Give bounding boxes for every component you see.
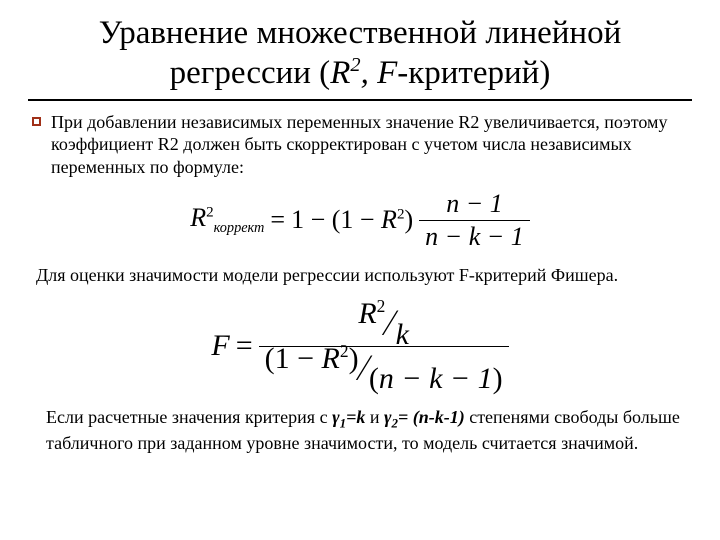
f2-num-k: k <box>394 319 409 351</box>
f2-num-top: R2 <box>358 297 387 330</box>
f2-num-R-sup: 2 <box>377 296 386 316</box>
f2-num: R2 ∕ k <box>352 304 415 343</box>
f2-num-slashfrac: R2 ∕ k <box>358 304 409 343</box>
f2-den-slashfrac: (1 − R2) ∕ (n − k − 1) <box>265 349 503 388</box>
f1-closep: ) <box>404 205 413 234</box>
title-tail: -критерий) <box>397 55 550 91</box>
f1-R2: R <box>381 205 397 234</box>
f1-eq: = <box>270 205 285 235</box>
paragraph-1-row: При добавлении независимых переменных зн… <box>32 111 692 179</box>
paragraph-2: Для оценки значимости модели регрессии и… <box>36 264 692 287</box>
slide-title: Уравнение множественной линейной регресс… <box>28 14 692 93</box>
p3-a: Если расчетные значения критерия с <box>46 407 332 427</box>
f2-num-R: R <box>358 297 376 330</box>
p3-eq2: = (n-k-1) <box>398 407 465 427</box>
f2-dr-open: ( <box>369 362 379 395</box>
f2-F: F <box>211 329 229 363</box>
f1-frac: n − 1 n − k − 1 <box>419 190 530 250</box>
paragraph-1: При добавлении независимых переменных зн… <box>51 111 692 179</box>
f1-R-sup: 2 <box>206 204 214 220</box>
slide: Уравнение множественной линейной регресс… <box>0 0 720 540</box>
f2-frac: R2 ∕ k (1 − R2) ∕ (n − k − 1) <box>259 304 509 388</box>
f1-R-sub: коррект <box>214 220 265 236</box>
f1-rhs-left: 1 − (1 − R2) <box>291 205 413 235</box>
f2-den: (1 − R2) ∕ (n − k − 1) <box>259 349 509 388</box>
f2-dr-close: ) <box>493 362 503 395</box>
f1-oneminus: 1 − (1 − <box>291 205 381 234</box>
title-F: F <box>377 55 397 91</box>
p3-eq1: =k <box>346 407 365 427</box>
f1-R: R <box>190 203 206 232</box>
f1-frac-bar <box>419 220 530 221</box>
f2-den-slash: ∕ <box>361 349 366 388</box>
title-R: R <box>330 55 350 91</box>
f2-num-slash: ∕ <box>388 304 393 343</box>
p3-g1-sym: γ <box>332 407 340 427</box>
bullet-icon <box>32 117 41 126</box>
f2-dr: n − k − 1 <box>379 362 493 395</box>
f2-den-R-sup: 2 <box>340 341 349 361</box>
f2-den-open: (1 − <box>265 342 322 375</box>
formula-2-block: F = R2 ∕ k (1 − R2) ∕ (n − k − 1) <box>28 304 692 388</box>
f2-den-R: R <box>322 342 340 375</box>
f2-eq: = <box>236 329 253 363</box>
formula-1: R2коррект = 1 − (1 − R2) n − 1 n − k − 1 <box>190 190 530 250</box>
title-rule <box>28 99 692 101</box>
formula-2: F = R2 ∕ k (1 − R2) ∕ (n − k − 1) <box>211 304 508 388</box>
title-comma: , <box>361 55 378 91</box>
f1-lhs: R2коррект <box>190 203 264 237</box>
f1-frac-den: n − k − 1 <box>419 223 530 250</box>
p3-g1: γ1=k <box>332 407 365 427</box>
f2-den-top: (1 − R2) <box>265 342 361 375</box>
p3-g2: γ2= (n-k-1) <box>384 407 465 427</box>
formula-1-block: R2коррект = 1 − (1 − R2) n − 1 n − k − 1 <box>28 190 692 250</box>
title-R-sup: 2 <box>350 54 360 76</box>
paragraph-3: Если расчетные значения критерия с γ1=k … <box>46 406 692 454</box>
f2-den-bot: (n − k − 1) <box>367 363 503 395</box>
f1-frac-num: n − 1 <box>440 190 509 217</box>
p3-and: и <box>365 407 384 427</box>
f2-den-close: ) <box>349 342 359 375</box>
